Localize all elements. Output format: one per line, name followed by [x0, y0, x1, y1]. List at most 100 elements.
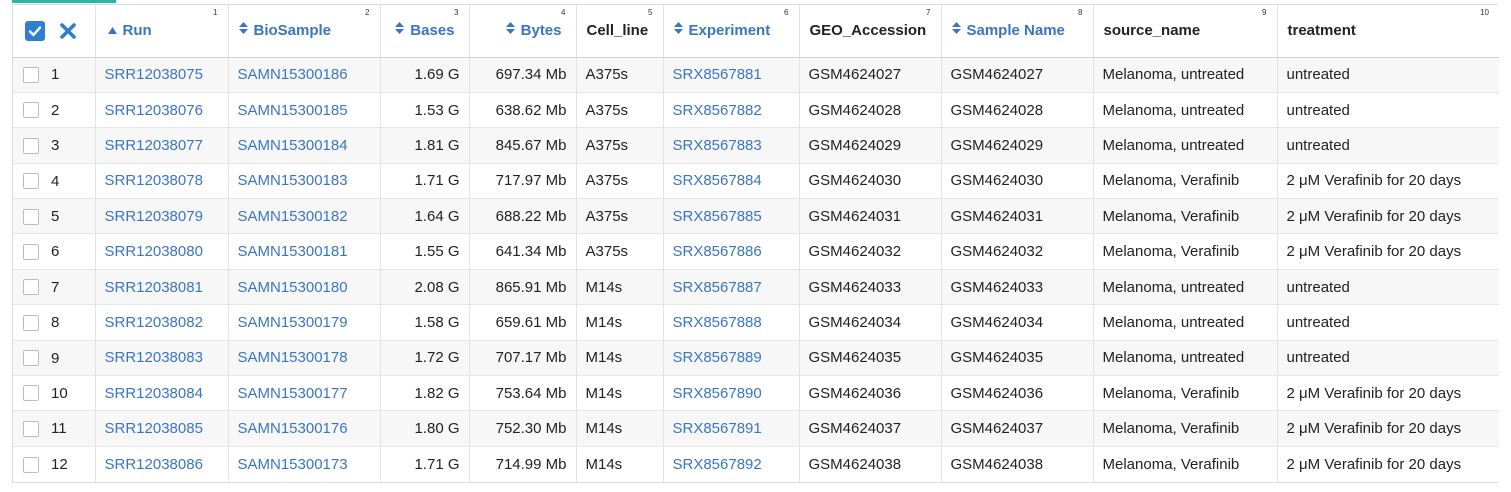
experiment-link[interactable]: SRX8567886	[663, 233, 800, 270]
experiment-link[interactable]: SRX8567883	[663, 127, 800, 164]
column-number: 8	[1078, 8, 1083, 17]
experiment-link[interactable]: SRX8567884	[663, 163, 800, 200]
sort-ascending-icon	[107, 26, 117, 37]
column-header-bases[interactable]: Bases 3	[380, 5, 470, 58]
clear-selection-button[interactable]	[59, 22, 77, 40]
run-link[interactable]: SRR12038075	[95, 57, 229, 93]
experiment-link[interactable]: SRX8567881	[663, 57, 800, 93]
biosample-link[interactable]: SAMN15300184	[228, 127, 381, 164]
run-link[interactable]: SRR12038076	[95, 92, 229, 129]
column-header-sample-name[interactable]: Sample Name 8	[941, 5, 1094, 58]
row-checkbox[interactable]	[23, 420, 39, 437]
row-checkbox[interactable]	[23, 350, 39, 367]
biosample-link[interactable]: SAMN15300178	[228, 340, 381, 377]
biosample-link[interactable]: SAMN15300180	[228, 269, 381, 306]
column-header-bytes[interactable]: Bytes 4	[469, 5, 577, 58]
biosample-link[interactable]: SAMN15300177	[228, 375, 381, 412]
experiment-link[interactable]: SRX8567892	[663, 446, 800, 482]
table-row[interactable]: 10 SRR12038084 SAMN15300177 1.82 G 753.6…	[13, 375, 1499, 412]
experiment-link[interactable]: SRX8567889	[663, 340, 800, 377]
biosample-link[interactable]: SAMN15300183	[228, 163, 381, 200]
sample-name-cell: GSM4624038	[941, 446, 1094, 482]
column-header-run[interactable]: Run 1	[95, 5, 229, 58]
row-checkbox[interactable]	[23, 314, 39, 331]
experiment-link[interactable]: SRX8567888	[663, 304, 800, 341]
table-row[interactable]: 1 SRR12038075 SAMN15300186 1.69 G 697.34…	[13, 57, 1499, 93]
row-checkbox[interactable]	[23, 279, 39, 296]
cell-line-cell: A375s	[576, 57, 664, 93]
table-row[interactable]: 5 SRR12038079 SAMN15300182 1.64 G 688.22…	[13, 198, 1499, 235]
table-row[interactable]: 12 SRR12038086 SAMN15300173 1.71 G 714.9…	[13, 446, 1499, 482]
row-checkbox[interactable]	[23, 208, 39, 225]
row-select-cell: 3	[13, 127, 96, 164]
row-select-cell: 4	[13, 163, 96, 200]
biosample-link[interactable]: SAMN15300173	[228, 446, 381, 482]
row-number: 10	[51, 384, 68, 402]
run-link[interactable]: SRR12038085	[95, 410, 229, 447]
column-label: source_name	[1103, 22, 1201, 40]
geo-accession-cell: GSM4624038	[799, 446, 942, 482]
run-link[interactable]: SRR12038077	[95, 127, 229, 164]
row-select-cell: 2	[13, 92, 96, 129]
biosample-link[interactable]: SAMN15300179	[228, 304, 381, 341]
column-header-geo-accession[interactable]: GEO_Accession 7	[799, 5, 942, 58]
row-select-cell: 1	[13, 57, 96, 93]
bytes-cell: 707.17 Mb	[469, 340, 577, 377]
experiment-link[interactable]: SRX8567891	[663, 410, 800, 447]
column-header-experiment[interactable]: Experiment 6	[663, 5, 800, 58]
run-link[interactable]: SRR12038084	[95, 375, 229, 412]
bytes-cell: 752.30 Mb	[469, 410, 577, 447]
bytes-cell: 845.67 Mb	[469, 127, 577, 164]
row-checkbox[interactable]	[23, 243, 39, 260]
row-checkbox[interactable]	[23, 137, 39, 154]
column-header-biosample[interactable]: BioSample 2	[228, 5, 381, 58]
sample-name-cell: GSM4624029	[941, 127, 1094, 164]
run-link[interactable]: SRR12038080	[95, 233, 229, 270]
geo-accession-cell: GSM4624033	[799, 269, 942, 306]
experiment-link[interactable]: SRX8567890	[663, 375, 800, 412]
table-row[interactable]: 9 SRR12038083 SAMN15300178 1.72 G 707.17…	[13, 340, 1499, 377]
row-checkbox[interactable]	[23, 102, 39, 119]
table-row[interactable]: 8 SRR12038082 SAMN15300179 1.58 G 659.61…	[13, 304, 1499, 341]
table-row[interactable]: 11 SRR12038085 SAMN15300176 1.80 G 752.3…	[13, 410, 1499, 447]
sample-name-cell: GSM4624027	[941, 57, 1094, 93]
biosample-link[interactable]: SAMN15300176	[228, 410, 381, 447]
run-link[interactable]: SRR12038082	[95, 304, 229, 341]
table-row[interactable]: 7 SRR12038081 SAMN15300180 2.08 G 865.91…	[13, 269, 1499, 306]
column-label: Bytes	[520, 22, 562, 40]
row-number: 1	[51, 66, 60, 84]
table-row[interactable]: 6 SRR12038080 SAMN15300181 1.55 G 641.34…	[13, 233, 1499, 270]
experiment-link[interactable]: SRX8567885	[663, 198, 800, 235]
run-link[interactable]: SRR12038081	[95, 269, 229, 306]
table-row[interactable]: 2 SRR12038076 SAMN15300185 1.53 G 638.62…	[13, 92, 1499, 129]
run-link[interactable]: SRR12038083	[95, 340, 229, 377]
biosample-link[interactable]: SAMN15300182	[228, 198, 381, 235]
row-checkbox[interactable]	[23, 173, 39, 190]
row-checkbox[interactable]	[23, 385, 39, 402]
row-checkbox[interactable]	[23, 66, 39, 83]
run-link[interactable]: SRR12038086	[95, 446, 229, 482]
column-header-cell-line[interactable]: Cell_line 5	[576, 5, 664, 58]
experiment-link[interactable]: SRX8567887	[663, 269, 800, 306]
biosample-link[interactable]: SAMN15300185	[228, 92, 381, 129]
run-link[interactable]: SRR12038079	[95, 198, 229, 235]
column-header-treatment[interactable]: treatment 10	[1277, 5, 1499, 58]
select-all-checkbox[interactable]	[25, 20, 45, 41]
close-icon	[60, 22, 76, 39]
column-label: Run	[122, 22, 152, 40]
table-row[interactable]: 4 SRR12038078 SAMN15300183 1.71 G 717.97…	[13, 163, 1499, 200]
biosample-link[interactable]: SAMN15300186	[228, 57, 381, 93]
row-number: 9	[51, 349, 60, 367]
experiment-link[interactable]: SRX8567882	[663, 92, 800, 129]
source-name-cell: Melanoma, Verafinib	[1093, 375, 1278, 412]
column-header-source-name[interactable]: source_name 9	[1093, 5, 1278, 58]
biosample-link[interactable]: SAMN15300181	[228, 233, 381, 270]
run-link[interactable]: SRR12038078	[95, 163, 229, 200]
source-name-cell: Melanoma, untreated	[1093, 269, 1278, 306]
table-row[interactable]: 3 SRR12038077 SAMN15300184 1.81 G 845.67…	[13, 127, 1499, 164]
sample-name-cell: GSM4624030	[941, 163, 1094, 200]
treatment-cell: untreated	[1277, 92, 1499, 129]
row-checkbox[interactable]	[23, 456, 39, 473]
bases-cell: 1.53 G	[380, 92, 470, 129]
